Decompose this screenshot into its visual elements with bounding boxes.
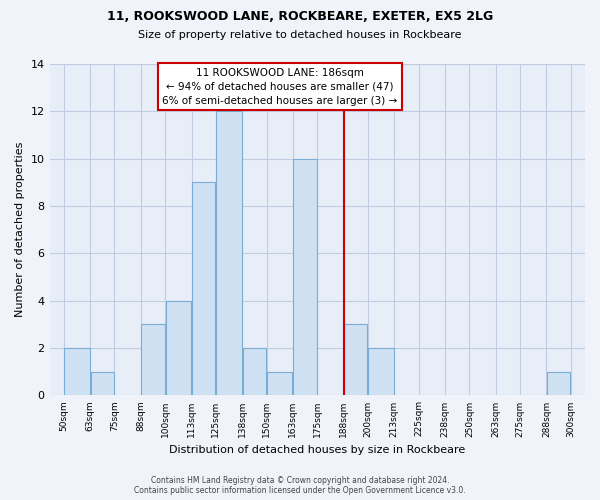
Bar: [166, 300, 191, 396]
Bar: [547, 372, 570, 396]
Text: Size of property relative to detached houses in Rockbeare: Size of property relative to detached ho…: [138, 30, 462, 40]
Bar: [293, 158, 317, 396]
Bar: [64, 348, 89, 396]
Text: Contains HM Land Registry data © Crown copyright and database right 2024.
Contai: Contains HM Land Registry data © Crown c…: [134, 476, 466, 495]
Bar: [267, 372, 292, 396]
Bar: [91, 372, 114, 396]
Bar: [192, 182, 215, 396]
Y-axis label: Number of detached properties: Number of detached properties: [15, 142, 25, 318]
Text: 11 ROOKSWOOD LANE: 186sqm
← 94% of detached houses are smaller (47)
6% of semi-d: 11 ROOKSWOOD LANE: 186sqm ← 94% of detac…: [162, 68, 397, 106]
X-axis label: Distribution of detached houses by size in Rockbeare: Distribution of detached houses by size …: [169, 445, 466, 455]
Bar: [344, 324, 367, 396]
Bar: [217, 112, 242, 396]
Text: 11, ROOKSWOOD LANE, ROCKBEARE, EXETER, EX5 2LG: 11, ROOKSWOOD LANE, ROCKBEARE, EXETER, E…: [107, 10, 493, 23]
Bar: [243, 348, 266, 396]
Bar: [142, 324, 164, 396]
Bar: [368, 348, 394, 396]
